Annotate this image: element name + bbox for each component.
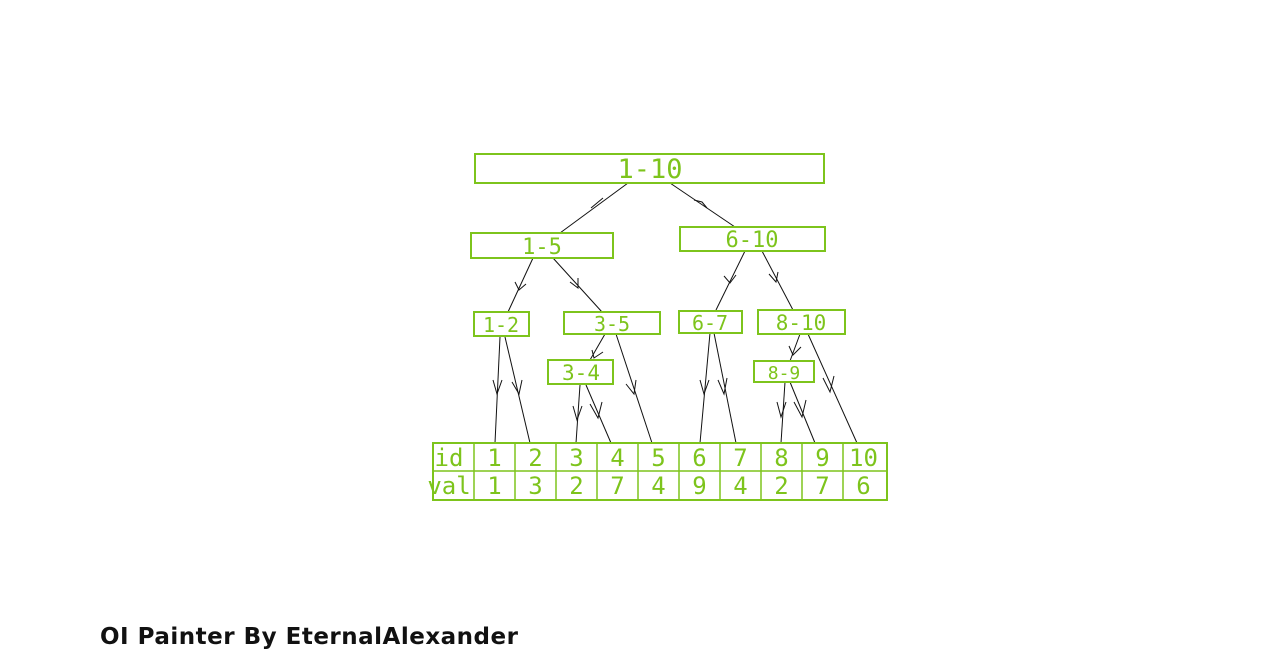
- node-label: 1-5: [522, 235, 562, 260]
- edge-arrowhead: [572, 405, 583, 422]
- id-cell: 6: [692, 444, 706, 472]
- id-cell: 7: [733, 444, 747, 472]
- edge-arrowhead: [589, 401, 603, 420]
- node-box: [473, 311, 530, 337]
- node-label: 1-2: [483, 313, 519, 337]
- edge-8-9-to-9: [789, 381, 816, 444]
- edge-arrowhead: [511, 379, 523, 396]
- edge-3-5-to-5: [615, 333, 653, 444]
- tree-node-6-10: 6-10: [679, 226, 826, 253]
- id-cell: 1: [487, 444, 501, 472]
- edge-arrowhead: [822, 375, 835, 394]
- footer-credit: OI Painter By EternalAlexander: [100, 624, 519, 650]
- tree-node-1-10: 1-10: [474, 153, 825, 185]
- val-cell: 2: [569, 472, 583, 500]
- node-label: 3-4: [562, 361, 600, 385]
- node-box: [470, 232, 614, 259]
- edge-6-10-to-6-7: [715, 250, 746, 311]
- id-cell: 2: [528, 444, 542, 472]
- edge-1-5-to-1-2: [507, 257, 534, 313]
- edge-3-5-to-3-4: [589, 333, 606, 361]
- edge-arrowhead: [788, 345, 802, 356]
- val-row-label: val: [427, 472, 470, 500]
- edge-arrowhead: [492, 379, 503, 396]
- edge-arrowhead: [768, 271, 779, 284]
- tree-edges: [492, 182, 858, 444]
- node-box: [753, 360, 815, 383]
- val-cell: 1: [487, 472, 501, 500]
- node-label: 3-5: [594, 312, 630, 336]
- node-label: 6-10: [726, 228, 779, 253]
- val-cell: 4: [651, 472, 665, 500]
- edge-arrowhead: [699, 379, 710, 396]
- tree-node-1-5: 1-5: [470, 232, 614, 260]
- edge-arrowhead: [569, 278, 579, 289]
- id-cell: 8: [774, 444, 788, 472]
- edge-arrowhead: [514, 281, 527, 291]
- tree-node-3-5: 3-5: [563, 311, 661, 336]
- node-box: [547, 359, 614, 385]
- val-cell: 7: [815, 472, 829, 500]
- tree-node-6-7: 6-7: [678, 310, 743, 335]
- tree-node-8-9: 8-9: [753, 360, 815, 384]
- edge-arrowhead: [723, 274, 737, 284]
- node-label: 6-7: [692, 311, 728, 335]
- val-cell: 7: [610, 472, 624, 500]
- edge-arrowhead: [793, 399, 807, 419]
- edge-arrowhead: [625, 379, 637, 396]
- val-cell: 6: [856, 472, 870, 500]
- edge-6-7-to-6: [699, 332, 711, 444]
- edge-8-10-to-8-9: [789, 333, 801, 362]
- node-box: [757, 309, 846, 335]
- val-cell: 3: [528, 472, 542, 500]
- node-label: 8-9: [768, 363, 801, 384]
- tree-node-3-4: 3-4: [547, 359, 614, 385]
- tree-node-1-2: 1-2: [473, 311, 530, 337]
- edge-6-10-to-8-10: [761, 250, 794, 311]
- id-cell: 5: [651, 444, 665, 472]
- node-label: 8-10: [776, 311, 827, 335]
- edge-arrowhead: [776, 401, 787, 419]
- node-label: 1-10: [617, 154, 682, 185]
- edge-1-2-to-2: [504, 336, 531, 444]
- val-cell: 4: [733, 472, 747, 500]
- id-cell: 9: [815, 444, 829, 472]
- node-box: [474, 153, 825, 184]
- tree-node-8-10: 8-10: [757, 309, 846, 335]
- edge-arrowhead: [590, 197, 604, 209]
- id-cell: 3: [569, 444, 583, 472]
- edge-arrowhead: [591, 349, 604, 359]
- id-cell: 10: [849, 444, 878, 472]
- edge-8-10-to-10: [807, 333, 858, 444]
- edge-arrowhead: [717, 377, 728, 396]
- val-cell: 2: [774, 472, 788, 500]
- val-cell: 9: [692, 472, 706, 500]
- node-box: [679, 226, 826, 252]
- edge-1-10-to-1-5: [559, 182, 629, 234]
- node-box: [563, 311, 661, 335]
- id-row-label: id: [435, 444, 464, 472]
- edge-1-2-to-1: [494, 336, 501, 444]
- edge-1-10-to-6-10: [669, 182, 736, 228]
- edge-3-4-to-3: [575, 384, 581, 444]
- node-box: [678, 310, 743, 334]
- edge-arrowhead: [693, 199, 708, 209]
- id-cell: 4: [610, 444, 624, 472]
